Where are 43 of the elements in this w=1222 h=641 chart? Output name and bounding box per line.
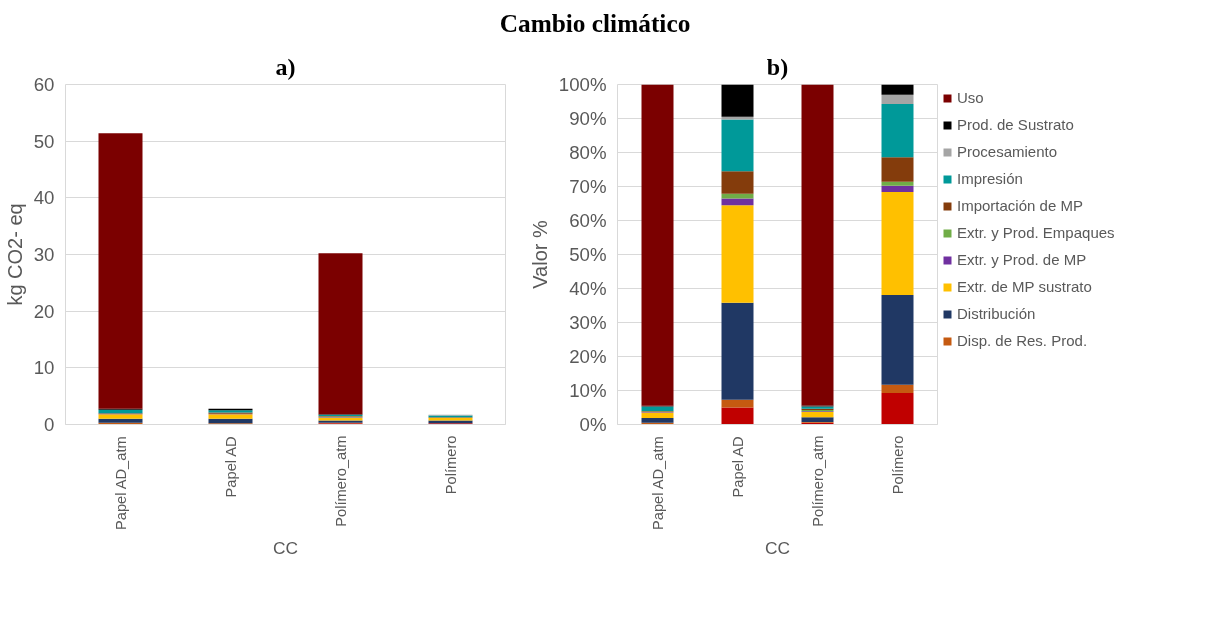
legend-label: Uso — [957, 89, 984, 107]
x-tick-label: Papel AD_atm — [649, 436, 666, 531]
y-tick-label: 20 — [33, 300, 55, 322]
y-tick-label: 60 — [33, 74, 55, 96]
x-tick-label: Polímero — [889, 435, 906, 495]
y-tick-label: 0% — [579, 414, 607, 436]
y-tick-label: 80% — [569, 142, 607, 164]
x-tick-label: Papel AD — [222, 436, 239, 498]
y-tick-label: 30 — [33, 244, 55, 266]
y-tick-label: 50% — [569, 244, 607, 266]
y-axis-title: Valor % — [528, 220, 551, 289]
y-tick-label: 90% — [569, 108, 607, 130]
chart-title: a) — [275, 53, 296, 80]
legend-label: Prod. de Sustrato — [957, 116, 1074, 134]
y-tick-label: 30% — [569, 312, 607, 334]
legend-label: Importación de MP — [957, 197, 1083, 215]
y-tick-label: 40% — [569, 278, 607, 300]
y-tick-label: 10 — [33, 357, 55, 379]
y-tick-label: 100% — [558, 74, 607, 96]
chart-title: b) — [766, 53, 789, 80]
legend-label: Extr. y Prod. Empaques — [957, 224, 1115, 242]
y-tick-label: 40 — [33, 187, 55, 209]
x-tick-label: Papel AD_atm — [112, 436, 129, 531]
y-tick-label: 70% — [569, 176, 607, 198]
text: Cambio climático — [499, 8, 691, 39]
legend-label: Impresión — [957, 170, 1023, 188]
x-tick-label: Polímero — [442, 435, 459, 495]
y-tick-label: 20% — [569, 346, 607, 368]
legend-label: Extr. de MP sustrato — [957, 278, 1092, 296]
y-tick-label: 60% — [569, 210, 607, 232]
y-tick-label: 10% — [569, 380, 607, 402]
y-axis-title: kg CO2- eq — [3, 203, 26, 306]
y-tick-label: 50 — [33, 130, 55, 152]
legend-label: Distribución — [957, 305, 1036, 323]
x-axis-title: CC — [272, 538, 299, 559]
legend-label: Disp. de Res. Prod. — [957, 332, 1088, 350]
legend-label: Extr. y Prod. de MP — [957, 251, 1087, 269]
x-tick-label: Polímero_atm — [332, 435, 349, 527]
x-axis-title: CC — [764, 538, 791, 559]
x-tick-label: Polímero_atm — [809, 435, 826, 527]
y-tick-label: 0 — [44, 414, 55, 436]
legend-label: Procesamiento — [957, 143, 1058, 161]
x-tick-label: Papel AD — [729, 436, 746, 498]
